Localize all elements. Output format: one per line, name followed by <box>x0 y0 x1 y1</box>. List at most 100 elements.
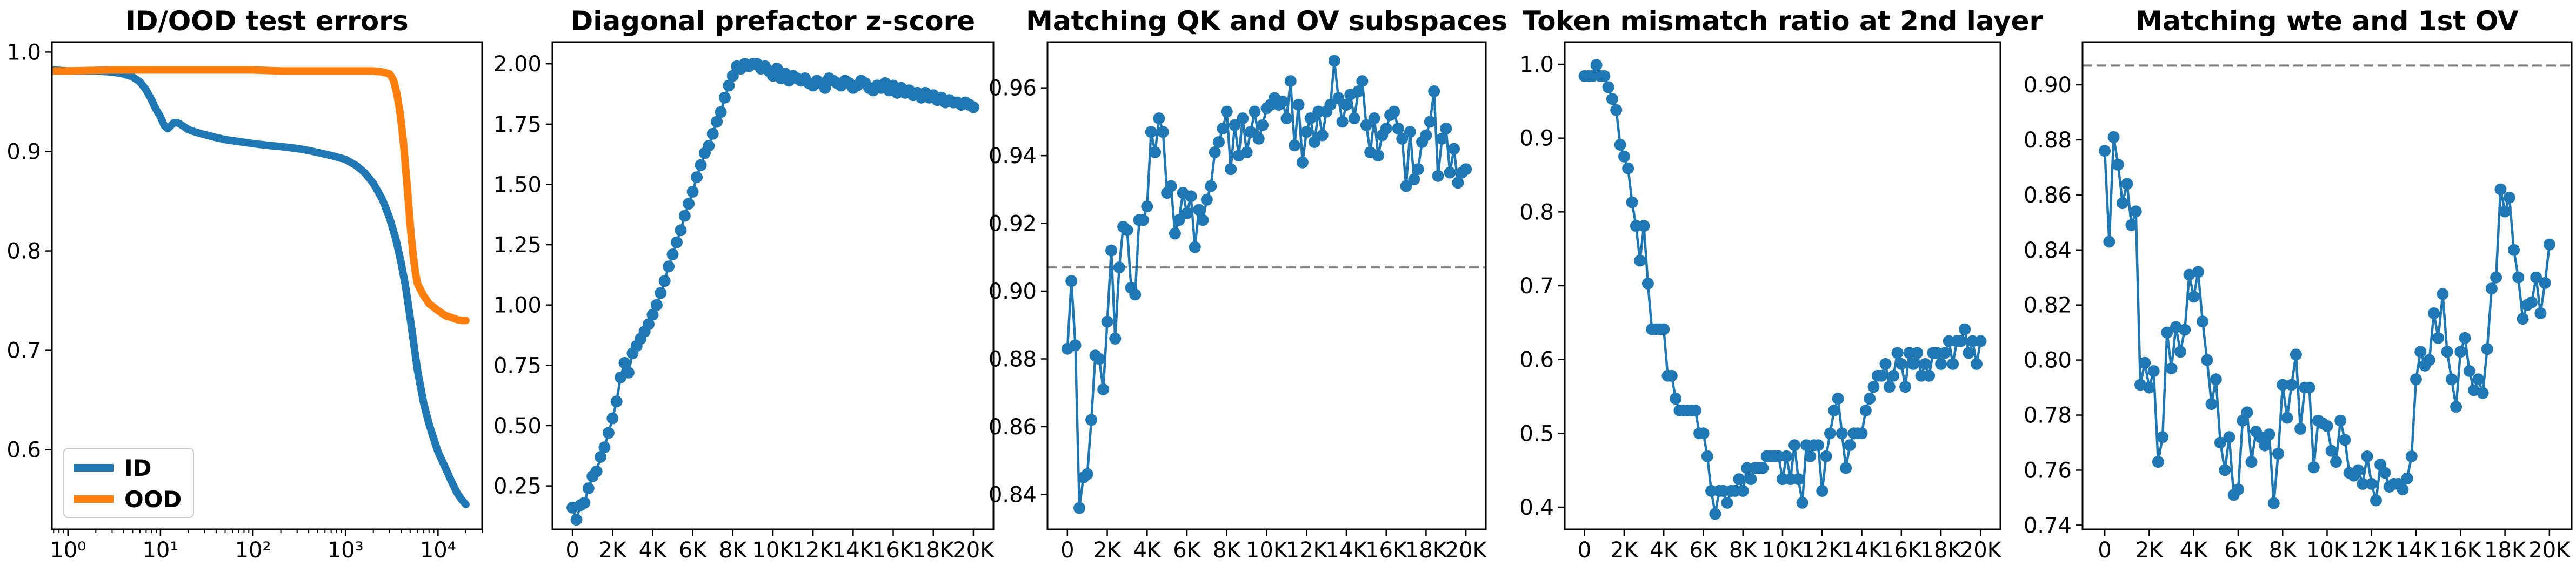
data-point <box>1209 146 1221 158</box>
data-point <box>1316 129 1329 142</box>
y-tick-label: 0.7 <box>6 339 41 364</box>
x-tick-label: 10⁴ <box>420 538 456 563</box>
data-point <box>1189 241 1201 253</box>
data-point <box>2223 431 2235 443</box>
data-point <box>606 412 619 425</box>
x-tick-label: 10⁰ <box>50 538 86 563</box>
data-point <box>2130 205 2142 218</box>
data-point <box>2379 467 2391 479</box>
data-point <box>650 299 663 311</box>
data-point <box>2463 365 2475 377</box>
data-point <box>1614 139 1626 151</box>
data-point <box>1173 214 1185 226</box>
y-tick-label: 1.25 <box>493 233 542 258</box>
y-tick-label: 0.9 <box>6 139 41 164</box>
data-point <box>2103 235 2115 248</box>
data-point <box>2241 406 2253 419</box>
x-tick-label: 12K <box>2351 538 2393 563</box>
data-point <box>1887 369 1900 382</box>
x-tick-label: 6K <box>2224 538 2253 563</box>
data-point <box>2517 313 2529 325</box>
data-point <box>1185 190 1197 203</box>
legend-label-id: ID <box>124 455 152 481</box>
data-point <box>2197 315 2209 328</box>
x-tick-label: 12K <box>1286 538 1329 563</box>
data-point <box>1332 92 1345 104</box>
data-point <box>1356 75 1369 88</box>
data-point <box>2410 373 2422 386</box>
data-point <box>1832 393 1844 405</box>
data-point <box>1452 177 1464 189</box>
y-tick-label: 0.75 <box>493 353 542 378</box>
data-point <box>1602 81 1614 93</box>
x-tick-label: 2K <box>1093 538 1122 563</box>
data-point <box>1836 427 1848 440</box>
data-point <box>1372 150 1384 162</box>
data-point <box>1213 136 1225 148</box>
data-point <box>2401 472 2413 484</box>
data-point <box>1324 99 1337 111</box>
data-point <box>2370 494 2382 507</box>
y-tick-label: 0.5 <box>1519 421 1554 446</box>
data-point <box>819 82 831 94</box>
data-point <box>2152 456 2164 468</box>
data-point <box>618 356 631 369</box>
data-point <box>1237 112 1249 125</box>
y-tick-label: 0.88 <box>989 347 1037 372</box>
data-point <box>2214 436 2226 449</box>
data-point <box>2277 379 2289 391</box>
x-tick-label: 18K <box>2484 538 2527 563</box>
data-point <box>2219 464 2231 476</box>
data-point <box>1626 196 1638 208</box>
x-tick-label: 0 <box>2098 538 2111 563</box>
data-point <box>2157 431 2169 443</box>
data-point <box>1911 347 1924 359</box>
legend: ID OOD <box>63 448 194 518</box>
data-point <box>2339 434 2351 446</box>
data-point <box>1165 180 1177 192</box>
data-point <box>2263 428 2275 441</box>
data-point <box>1277 95 1289 107</box>
data-point <box>1859 405 1872 416</box>
data-point <box>1300 126 1313 138</box>
data-point <box>1947 358 1959 370</box>
x-tick-label: 20K <box>1445 538 1488 563</box>
data-point <box>2428 307 2440 319</box>
data-point <box>570 514 583 526</box>
data-point <box>1380 123 1392 134</box>
data-point <box>1289 139 1301 152</box>
data-point <box>723 79 735 92</box>
data-point <box>2432 332 2445 344</box>
x-tick-label: 14K <box>2395 538 2438 563</box>
data-point <box>2187 291 2200 303</box>
data-point <box>1963 347 1975 359</box>
data-point <box>2468 384 2480 396</box>
x-tick-label: 4K <box>2180 538 2208 563</box>
x-tick-label: 6K <box>679 538 708 563</box>
data-point <box>2232 483 2244 496</box>
data-point <box>1412 163 1424 176</box>
data-point <box>2526 296 2538 308</box>
data-point <box>1145 126 1157 138</box>
x-tick-label: 2K <box>1610 538 1639 563</box>
data-point <box>1820 450 1832 462</box>
data-point <box>967 101 979 113</box>
data-point <box>646 308 659 321</box>
series-line-ood <box>52 66 470 325</box>
data-point <box>1460 163 1472 176</box>
data-point <box>2165 362 2178 374</box>
data-point <box>2445 373 2458 386</box>
y-tick-label: 0.84 <box>2024 238 2072 263</box>
y-tick-label: 0.86 <box>2024 183 2072 208</box>
data-point <box>683 198 695 210</box>
x-tick-label: 18K <box>1405 538 1448 563</box>
y-tick-label: 0.50 <box>493 414 542 439</box>
data-point <box>1864 393 1876 405</box>
data-point <box>1899 381 1912 393</box>
data-point <box>1919 358 1931 370</box>
y-tick-label: 0.6 <box>1519 348 1554 373</box>
y-tick-label: 0.90 <box>989 279 1037 304</box>
data-point <box>2494 183 2507 196</box>
x-tick-label: 4K <box>1650 538 1678 563</box>
data-point <box>1796 496 1808 509</box>
